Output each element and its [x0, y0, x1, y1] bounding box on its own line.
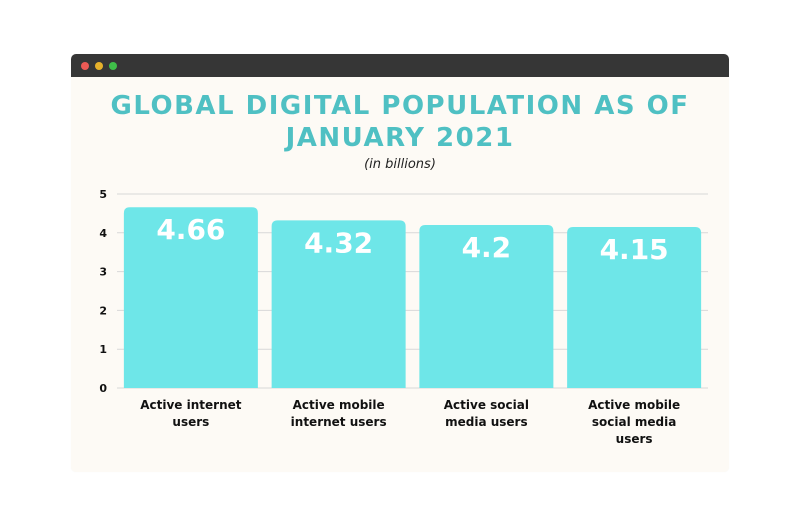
bar-3 — [567, 226, 702, 388]
bar-2 — [419, 225, 554, 388]
x-category-label: Active internet — [140, 398, 242, 412]
chart-title-line-1: GLOBAL DIGITAL POPULATION AS OF — [110, 91, 690, 121]
x-category-label: internet users — [291, 415, 387, 429]
bar-chart: 0 1 2 3 4 5 4.66 Active internet users 4.32 Active… — [99, 188, 708, 446]
window-titlebar — [71, 54, 729, 77]
chart-subtitle: (in billions) — [364, 157, 436, 172]
close-dot-icon[interactable] — [81, 62, 89, 70]
y-tick-label: 5 — [99, 188, 107, 201]
chart-title-line-2: JANUARY 2021 — [285, 123, 515, 153]
x-category-label: media users — [445, 415, 528, 429]
maximize-dot-icon[interactable] — [109, 62, 117, 70]
bar-value-label: 4.66 — [156, 213, 225, 246]
browser-window: GLOBAL DIGITAL POPULATION AS OF JANUARY … — [71, 54, 729, 472]
bar-value-label: 4.32 — [304, 226, 373, 259]
y-tick-label: 2 — [99, 304, 107, 317]
y-tick-label: 3 — [99, 266, 107, 279]
bar-1 — [271, 220, 406, 388]
bar-value-label: 4.15 — [600, 233, 669, 266]
y-tick-label: 4 — [99, 227, 107, 240]
x-category-label: social media — [592, 415, 676, 429]
minimize-dot-icon[interactable] — [95, 62, 103, 70]
bar-value-label: 4.2 — [462, 231, 512, 264]
x-category-label: Active mobile — [588, 398, 680, 412]
chart-title: GLOBAL DIGITAL POPULATION AS OF JANUARY … — [71, 90, 729, 154]
y-tick-label: 1 — [99, 343, 107, 356]
x-category-label: users — [172, 415, 209, 429]
x-category-label: users — [616, 432, 653, 446]
y-tick-label: 0 — [99, 382, 107, 395]
x-category-label: Active mobile — [293, 398, 385, 412]
x-category-label: Active social — [444, 398, 529, 412]
bar-0 — [123, 207, 258, 388]
